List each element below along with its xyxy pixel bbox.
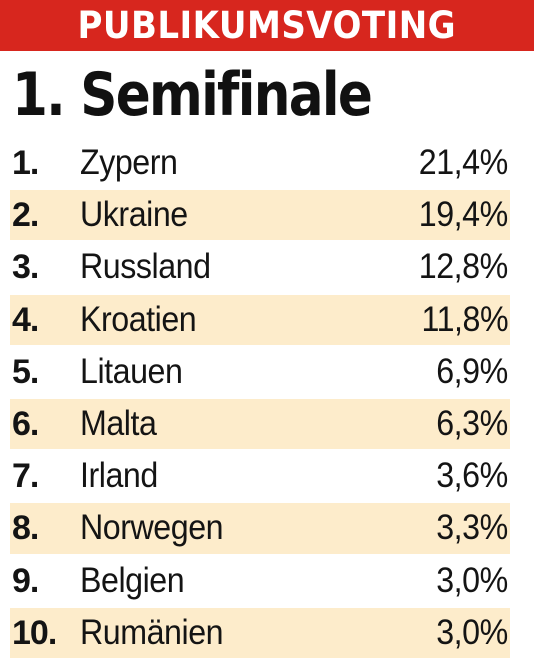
list-item: 5. Litauen 6,9%: [0, 346, 534, 398]
percent-value: 3,6%: [436, 456, 508, 496]
percent-value: 3,0%: [436, 560, 508, 600]
list-item: 4. Kroatien 11,8%: [0, 294, 534, 346]
list-item: 8. Norwegen 3,3%: [0, 502, 534, 554]
country-label: Rumänien: [80, 612, 224, 652]
percent-value: 12,8%: [418, 247, 508, 287]
percent-value: 6,9%: [436, 351, 508, 391]
row-stripe: [10, 190, 510, 241]
row-stripe: [10, 294, 510, 345]
list-item: 1. Zypern 21,4%: [0, 137, 534, 189]
country-label: Norwegen: [80, 508, 224, 548]
country-label: Litauen: [80, 351, 183, 391]
percent-value: 3,0%: [436, 612, 508, 652]
country-label: Kroatien: [80, 299, 197, 339]
list-item: 2. Ukraine 19,4%: [0, 189, 534, 241]
rank-label: 9.: [12, 561, 39, 600]
row-stripe: [10, 503, 510, 554]
rank-label: 3.: [12, 248, 39, 287]
rank-label: 10.: [12, 613, 57, 652]
country-label: Russland: [80, 247, 211, 287]
list-item: 9. Belgien 3,0%: [0, 555, 534, 607]
percent-value: 19,4%: [418, 195, 508, 235]
row-stripe: [10, 607, 510, 658]
percent-value: 3,3%: [436, 508, 508, 548]
percent-value: 21,4%: [418, 143, 508, 182]
country-label: Zypern: [80, 143, 178, 182]
results-list: 1. Zypern 21,4% 2. Ukraine 19,4% 3. Russ…: [0, 137, 534, 659]
rank-label: 1.: [12, 144, 39, 182]
country-label: Irland: [80, 456, 158, 496]
list-item: 6. Malta 6,3%: [0, 398, 534, 450]
country-label: Ukraine: [80, 195, 188, 235]
country-label: Belgien: [80, 560, 185, 600]
list-item: 7. Irland 3,6%: [0, 450, 534, 502]
rank-label: 8.: [12, 509, 39, 548]
percent-value: 6,3%: [436, 403, 508, 443]
country-label: Malta: [80, 403, 157, 443]
rank-label: 4.: [12, 300, 39, 339]
list-item: 10. Rumänien 3,0%: [0, 607, 534, 659]
page-title: 1. Semifinale: [12, 60, 373, 130]
row-stripe: [10, 398, 510, 450]
rank-label: 5.: [12, 352, 39, 391]
header-banner: PUBLIKUMSVOTING: [0, 0, 534, 51]
rank-label: 2.: [12, 196, 39, 235]
rank-label: 6.: [12, 404, 39, 443]
percent-value: 11,8%: [421, 299, 508, 339]
banner-title: PUBLIKUMSVOTING: [77, 4, 457, 47]
rank-label: 7.: [12, 457, 39, 496]
list-item: 3. Russland 12,8%: [0, 241, 534, 293]
